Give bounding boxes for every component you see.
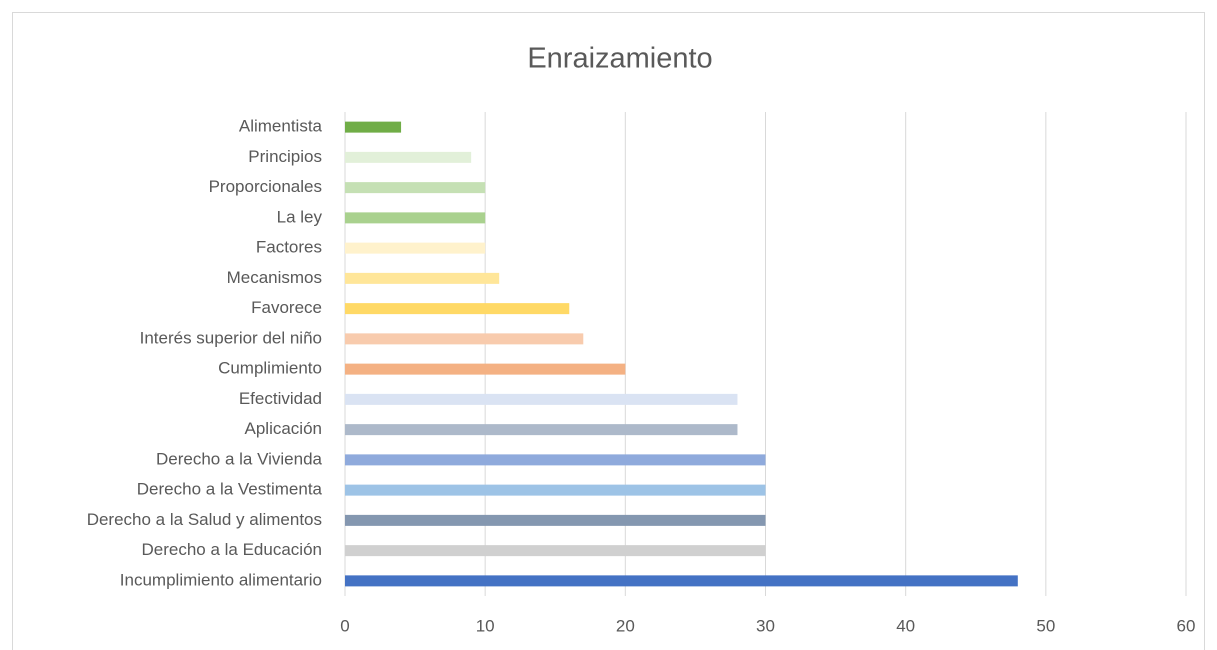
y-tick-label: Derecho a la Salud y alimentos: [87, 510, 322, 529]
x-tick-label: 40: [896, 616, 915, 635]
bar: [345, 182, 486, 194]
y-tick-label: Aplicación: [245, 419, 323, 438]
y-tick-label: Factores: [256, 238, 322, 257]
y-tick-label: Mecanismos: [227, 268, 322, 287]
y-tick-label: Alimentista: [239, 117, 323, 136]
bar: [345, 454, 766, 466]
x-tick-label: 10: [476, 616, 495, 635]
bar: [345, 242, 486, 254]
x-tick-label: 0: [340, 616, 349, 635]
y-tick-label: Efectividad: [239, 389, 322, 408]
chart-title: Enraizamiento: [527, 43, 712, 75]
y-tick-label: Cumplimiento: [218, 359, 322, 378]
x-tick-label: 50: [1036, 616, 1055, 635]
x-tick-label: 60: [1177, 616, 1196, 635]
x-tick-label: 20: [616, 616, 635, 635]
bar: [345, 545, 766, 557]
y-tick-label: La ley: [277, 207, 323, 226]
y-tick-label: Favorece: [251, 298, 322, 317]
bar: [345, 121, 402, 133]
y-tick-label: Interés superior del niño: [140, 328, 322, 347]
y-tick-label: Derecho a la Educación: [141, 540, 322, 559]
bar: [345, 514, 766, 526]
bar: [345, 575, 1018, 587]
bar: [345, 363, 626, 375]
chart-border: [12, 12, 1205, 650]
y-tick-label: Proporcionales: [209, 177, 322, 196]
bar: [345, 212, 486, 224]
bar: [345, 151, 472, 163]
bar: [345, 393, 738, 405]
bar: [345, 424, 738, 436]
x-tick-label: 30: [756, 616, 775, 635]
y-tick-label: Principios: [248, 147, 322, 166]
y-tick-label: Derecho a la Vivienda: [156, 449, 323, 468]
bar: [345, 333, 584, 345]
y-tick-label: Derecho a la Vestimenta: [137, 480, 323, 499]
bar: [345, 303, 570, 315]
bar: [345, 484, 766, 496]
y-tick-label: Incumplimiento alimentario: [120, 570, 322, 589]
bar: [345, 272, 500, 284]
